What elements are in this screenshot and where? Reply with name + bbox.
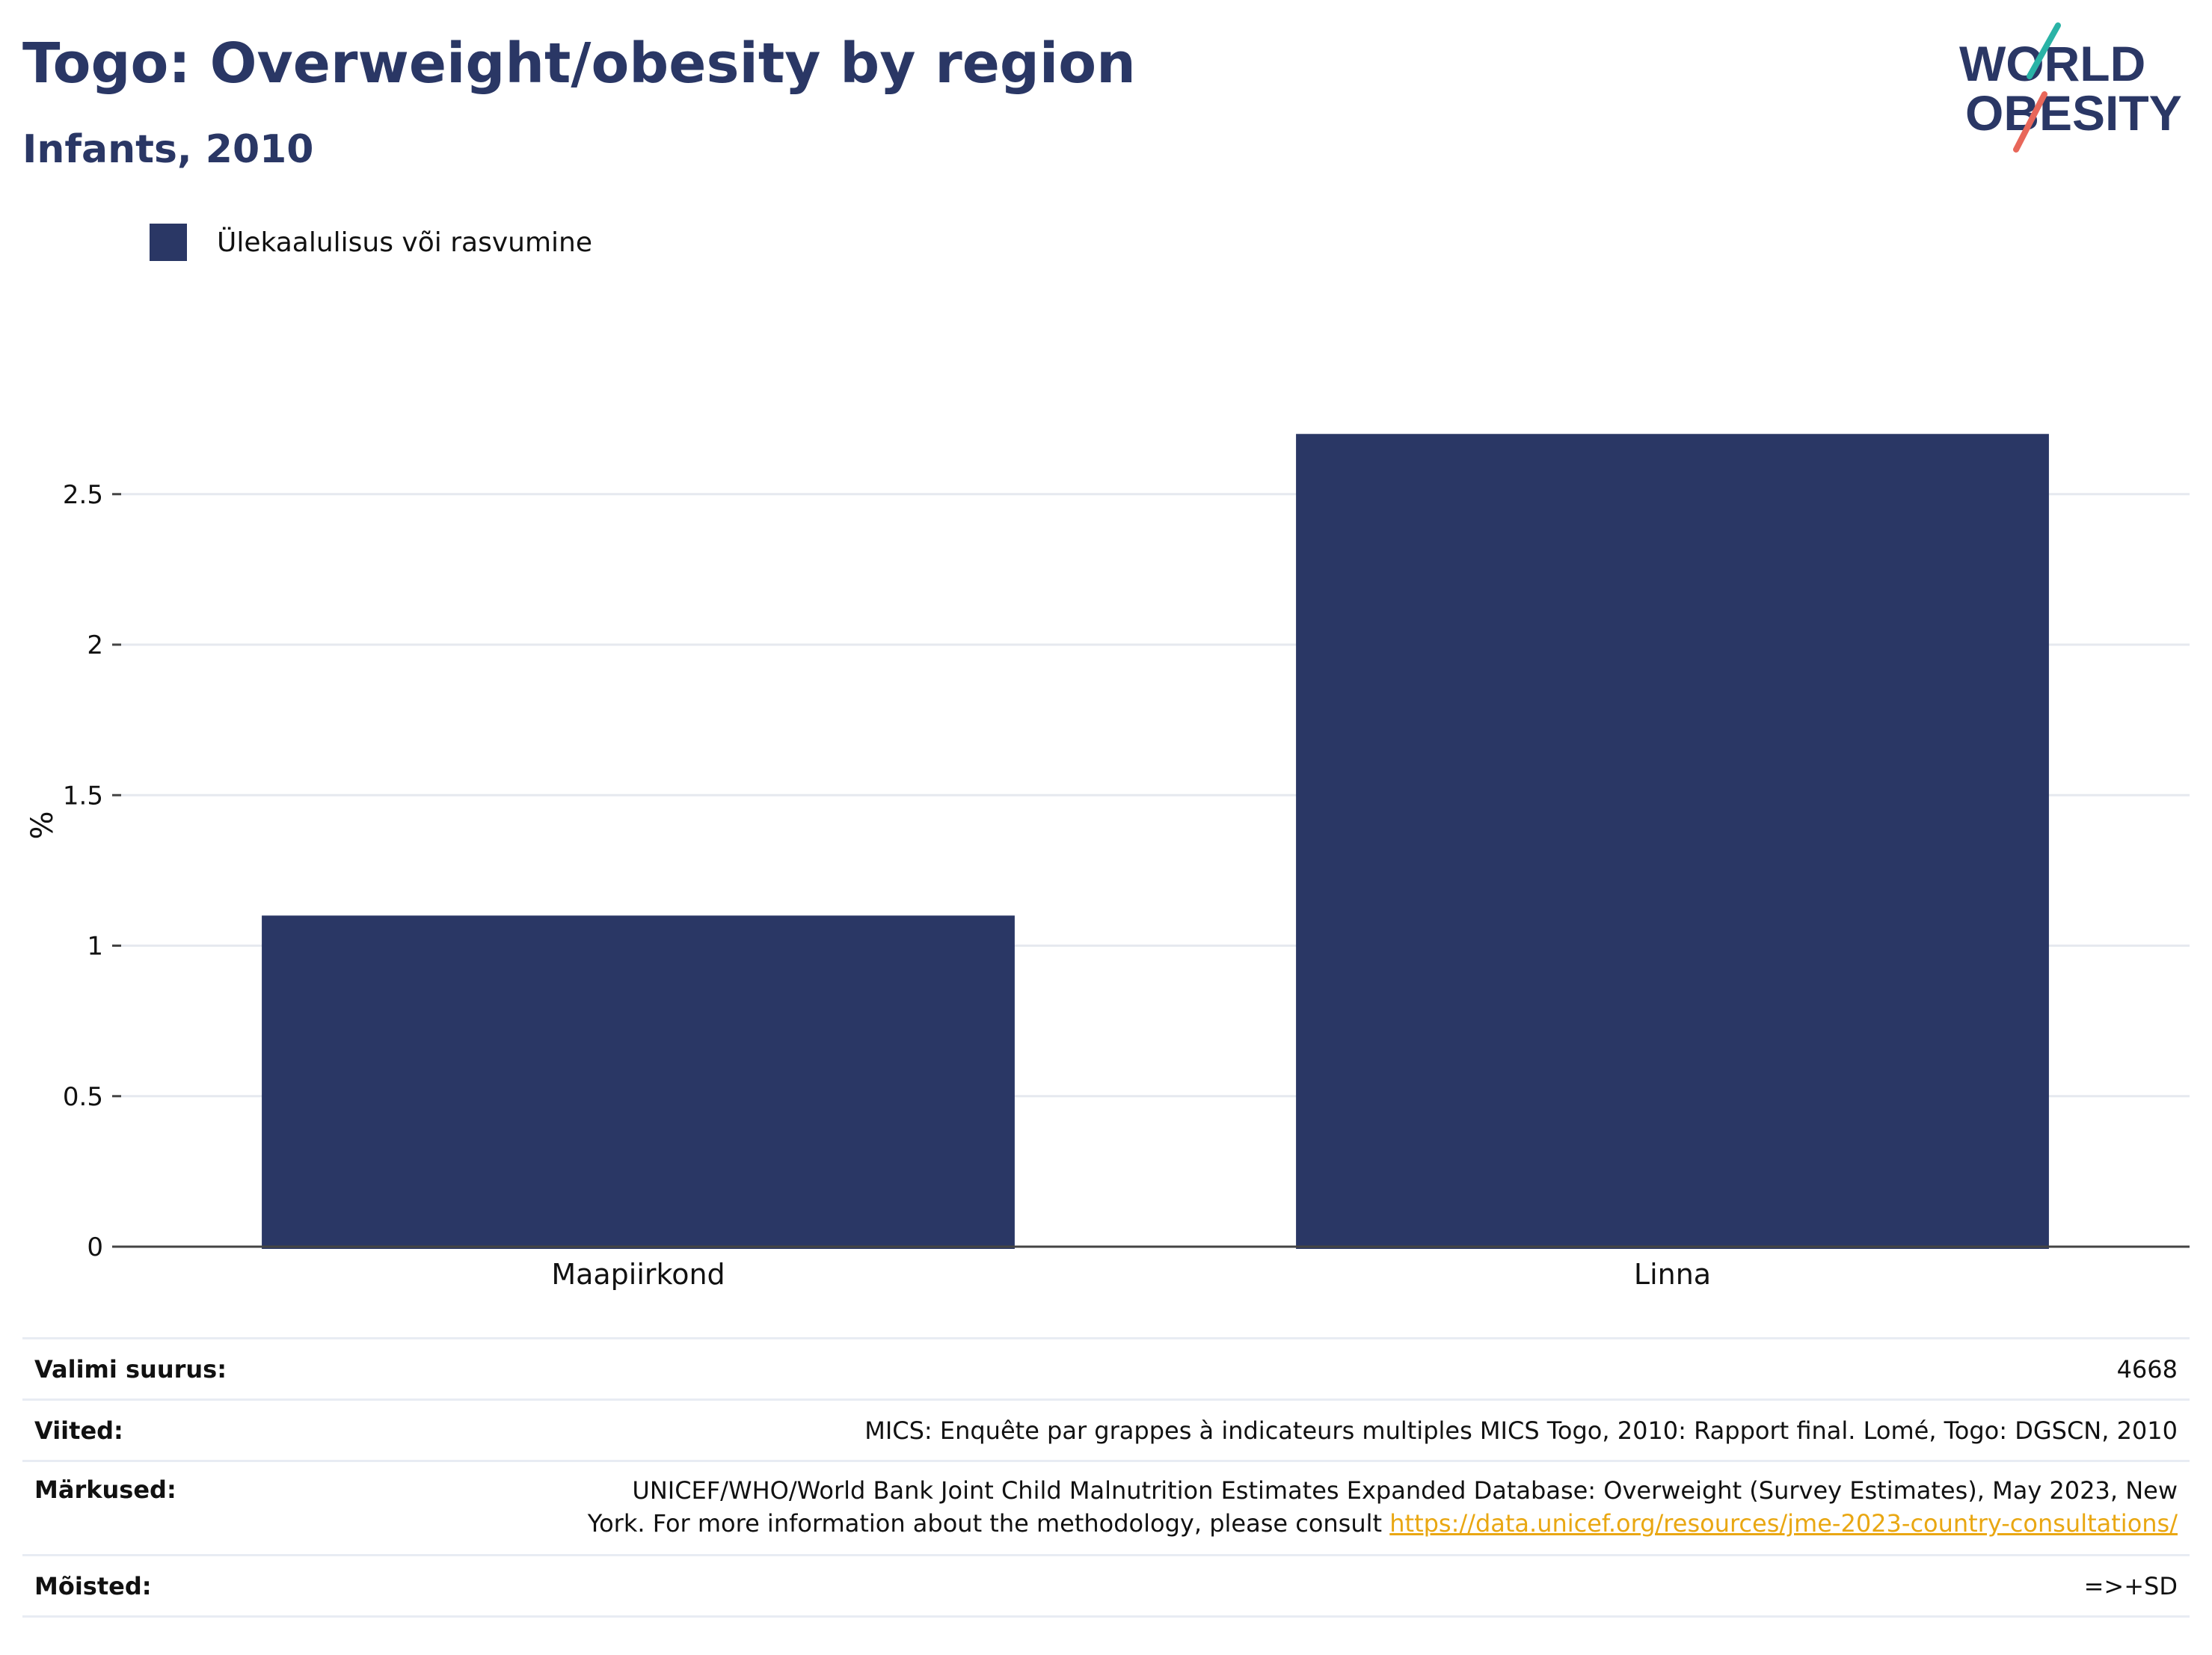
notes-text-line1: UNICEF/WHO/World Bank Joint Child Malnut…: [632, 1476, 2178, 1505]
notes-text-line2: York. For more information about the met…: [587, 1509, 1383, 1538]
y-tick-label: 2.5: [63, 480, 103, 510]
references-label: Viited:: [22, 1398, 316, 1462]
bar: [1296, 434, 2049, 1249]
legend-swatch: [150, 224, 187, 261]
y-tick-label: 2: [87, 630, 103, 660]
info-row-notes: Märkused: UNICEF/WHO/World Bank Joint Ch…: [22, 1460, 2190, 1556]
world-obesity-logo: WORLD OBESITY: [1959, 22, 2182, 153]
logo-teal-slash: [2027, 22, 2061, 79]
logo-word-world: WORLD: [1959, 36, 2145, 91]
info-table: Valimi suurus: 4668 Viited: MICS: Enquêt…: [22, 1337, 2190, 1618]
references-value: MICS: Enquête par grappes à indicateurs …: [316, 1398, 2190, 1462]
sample-size-label: Valimi suurus:: [22, 1337, 316, 1401]
chart-title: Togo: Overweight/obesity by region: [22, 31, 1136, 96]
y-axis-label: %: [25, 811, 60, 839]
logo-coral-slash: [2013, 91, 2047, 153]
y-tick-label: 1: [87, 932, 103, 962]
sample-size-value: 4668: [316, 1337, 2190, 1401]
logo-word-obesity: OBESITY: [1965, 85, 2182, 141]
definitions-value: =>+SD: [316, 1554, 2190, 1618]
notes-value: UNICEF/WHO/World Bank Joint Child Malnut…: [316, 1460, 2190, 1556]
y-tick-label: 0.5: [63, 1082, 103, 1112]
info-row-definitions: Mõisted: =>+SD: [22, 1554, 2190, 1618]
bar-chart: 0 0.5 1 1.5 2 2.5 Maapiirkond Linna%: [25, 434, 2190, 1291]
methodology-link[interactable]: https://data.unicef.org/resources/jme-20…: [1389, 1509, 2178, 1538]
legend-label: Ülekaalulisus või rasvumine: [217, 227, 592, 258]
x-tick-label: Maapiirkond: [551, 1258, 725, 1291]
notes-label: Märkused:: [22, 1460, 316, 1556]
y-tick-label: 0: [87, 1232, 103, 1262]
chart-legend[interactable]: Ülekaalulisus või rasvumine: [150, 221, 592, 263]
info-row-references: Viited: MICS: Enquête par grappes à indi…: [22, 1398, 2190, 1462]
x-tick-label: Linna: [1634, 1258, 1711, 1291]
chart-subtitle: Infants, 2010: [22, 127, 314, 172]
bar: [262, 915, 1015, 1249]
y-tick-label: 1.5: [63, 781, 103, 811]
info-row-sample-size: Valimi suurus: 4668: [22, 1337, 2190, 1401]
definitions-label: Mõisted:: [22, 1554, 316, 1618]
